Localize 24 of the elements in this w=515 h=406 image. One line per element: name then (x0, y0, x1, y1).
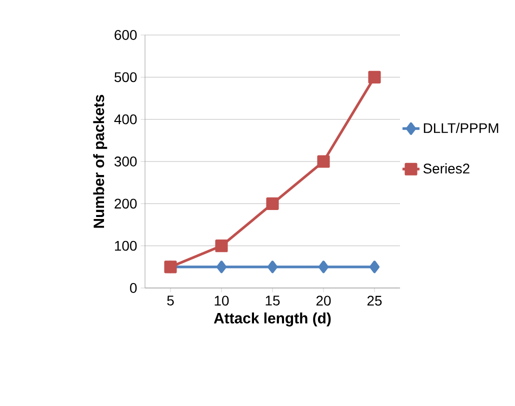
legend-label: DLLT/PPPM (424, 122, 498, 134)
x-tick-label: 15 (266, 296, 280, 306)
x-axis-title: Attack length (d) (214, 312, 331, 326)
y-tick-label: 0 (130, 283, 137, 293)
x-tick-label: 25 (367, 296, 382, 306)
y-tick-label: 300 (114, 156, 137, 166)
point (215, 240, 228, 252)
point (317, 155, 330, 168)
y-tick-label: 600 (114, 30, 137, 40)
legend-label: Series2 (423, 163, 470, 174)
point (368, 70, 381, 84)
point (216, 260, 227, 274)
point (318, 260, 329, 274)
y-tick-label: 400 (114, 114, 137, 124)
x-tick-label: 5 (167, 296, 174, 306)
y-tick-label: 100 (115, 240, 137, 251)
y-tick-label: 200 (114, 198, 137, 209)
y-tick-label: 500 (114, 72, 137, 82)
point (267, 260, 278, 274)
point (369, 260, 380, 274)
point (266, 197, 279, 210)
y-axis-title: Number of packets (93, 94, 108, 228)
x-tick-label: 20 (316, 296, 331, 306)
x-tick-label: 10 (214, 296, 229, 306)
